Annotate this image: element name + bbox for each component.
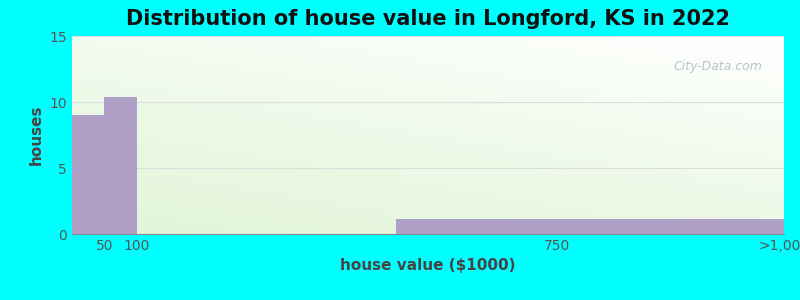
Bar	[104, 97, 137, 234]
Title: Distribution of house value in Longford, KS in 2022: Distribution of house value in Longford,…	[126, 9, 730, 29]
Text: City-Data.com: City-Data.com	[674, 60, 762, 73]
X-axis label: house value ($1000): house value ($1000)	[340, 258, 516, 273]
Bar	[72, 115, 104, 234]
Y-axis label: houses: houses	[29, 105, 44, 165]
Bar	[396, 220, 784, 234]
